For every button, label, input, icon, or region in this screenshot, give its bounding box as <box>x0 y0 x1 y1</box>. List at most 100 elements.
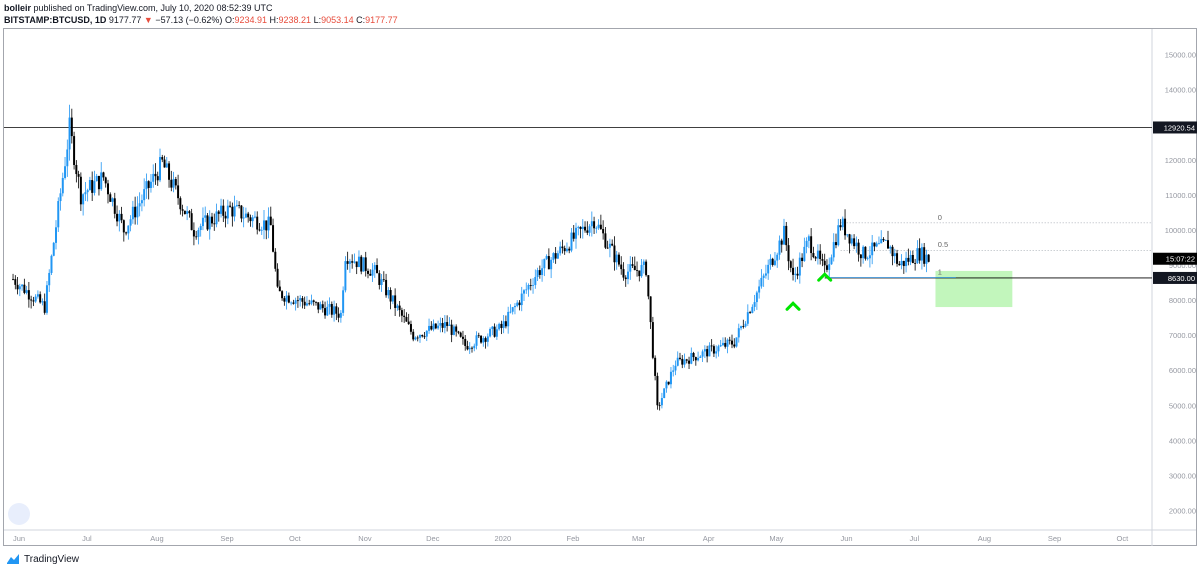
candle-body <box>403 315 406 318</box>
candle-body <box>204 215 207 218</box>
y-tick-label: 15000.00 <box>1165 51 1196 60</box>
x-tick-label: Feb <box>566 534 579 543</box>
footer-brand[interactable]: TradingView <box>24 553 80 565</box>
candle-body <box>73 136 76 165</box>
candle-body <box>88 180 91 191</box>
chart-frame[interactable] <box>3 28 1197 546</box>
candle-body <box>520 293 523 306</box>
candle-body <box>575 227 577 239</box>
candle-body <box>733 344 736 347</box>
candle-body <box>803 246 806 262</box>
candle-body <box>301 298 304 302</box>
candle-body <box>846 234 849 236</box>
candle-body <box>794 273 797 275</box>
candle-body <box>140 200 143 204</box>
x-tick-label: Sep <box>220 534 233 543</box>
candle-body <box>342 290 345 313</box>
x-tick-label: Aug <box>150 534 163 543</box>
price-label-tag <box>1153 271 1197 284</box>
candle-body <box>346 261 349 264</box>
candle-body <box>197 230 200 237</box>
candle-body <box>744 323 747 327</box>
candle-body <box>260 229 263 231</box>
candle-body <box>387 290 390 296</box>
candle-body <box>423 336 426 338</box>
candle-body <box>152 173 155 182</box>
candle-body <box>154 173 157 177</box>
candle-body <box>134 206 137 218</box>
symbol-label[interactable]: BITSTAMP:BTCUSD, 1D <box>4 15 107 25</box>
candle-body <box>364 257 367 271</box>
candle-body <box>841 218 844 228</box>
x-tick-label: Aug <box>978 534 991 543</box>
candle-body <box>538 270 541 275</box>
candle-body <box>753 302 756 307</box>
candle-body <box>242 217 245 219</box>
low-value: 9053.14 <box>321 15 354 25</box>
candle-body <box>767 264 770 274</box>
candle-body <box>622 269 625 278</box>
candle-body <box>373 265 376 270</box>
tradingview-logo-icon[interactable] <box>6 553 20 565</box>
candle-body <box>758 286 761 293</box>
candle-body <box>925 254 928 264</box>
candle-body <box>464 338 467 346</box>
candle-body <box>568 248 571 251</box>
candle-body <box>220 205 223 214</box>
candle-body <box>432 323 435 330</box>
candle-body <box>525 289 528 291</box>
price-label-tag <box>1153 252 1197 265</box>
candle-body <box>448 324 451 326</box>
candle-body <box>805 240 808 247</box>
y-tick-label: 11000.00 <box>1165 191 1196 200</box>
candle-body <box>792 267 795 275</box>
candle-body <box>588 226 591 233</box>
candle-body <box>599 224 602 230</box>
candle-body <box>181 209 184 211</box>
candle-body <box>68 117 71 150</box>
x-tick-label: May <box>769 534 783 543</box>
tradingview-watermark-icon <box>8 503 30 525</box>
candle-body <box>740 326 743 329</box>
candle-body <box>369 273 372 276</box>
candle-body <box>437 325 440 329</box>
candle-body <box>617 254 620 265</box>
candle-body <box>636 270 639 271</box>
y-tick-label: 3000.00 <box>1169 471 1196 480</box>
candle-body <box>868 255 871 259</box>
candle-body <box>43 301 46 313</box>
candle-body <box>721 342 724 346</box>
candle-body <box>217 211 220 214</box>
candle-body <box>30 299 33 301</box>
candle-body <box>455 326 458 332</box>
candle-body <box>679 357 681 359</box>
candle-body <box>821 259 824 261</box>
candle-body <box>667 381 670 385</box>
author-name[interactable]: bolleir <box>4 3 32 13</box>
candle-body <box>93 181 96 193</box>
y-tick-label: 14000.00 <box>1165 86 1196 95</box>
candle-body <box>310 300 313 304</box>
candle-body <box>39 294 42 303</box>
candle-body <box>507 311 510 327</box>
candle-body <box>550 259 553 270</box>
candle-body <box>104 177 107 184</box>
y-tick-label: 9000.00 <box>1169 261 1196 270</box>
candle-body <box>629 264 632 272</box>
candle-body <box>412 331 415 340</box>
candle-body <box>91 180 94 193</box>
candle-body <box>694 357 697 361</box>
candle-body <box>55 227 57 243</box>
candle-body <box>355 261 358 268</box>
candle-body <box>315 301 317 303</box>
candle-body <box>294 300 297 304</box>
high-label: H: <box>269 15 279 25</box>
candle-body <box>660 398 663 406</box>
candle-body <box>927 254 930 262</box>
fib-level-label: 0.5 <box>938 240 948 249</box>
candle-body <box>665 381 668 389</box>
y-tick-label: 5000.00 <box>1169 401 1196 410</box>
x-tick-label: Jun <box>840 534 852 543</box>
candle-body <box>848 234 851 244</box>
